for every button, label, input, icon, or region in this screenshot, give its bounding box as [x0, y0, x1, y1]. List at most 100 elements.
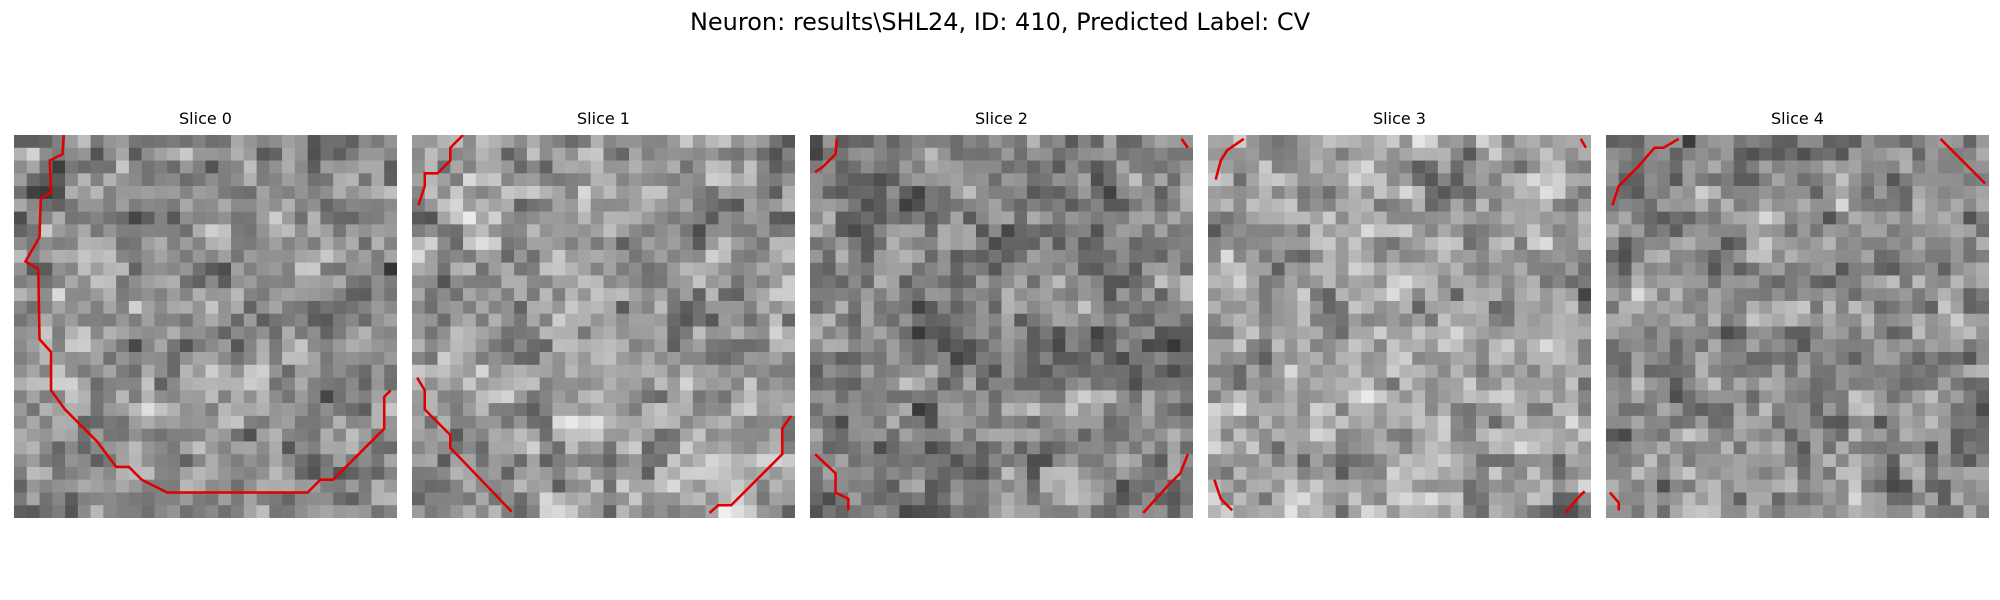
- pixel: [1708, 211, 1722, 225]
- pixel: [1386, 339, 1400, 353]
- pixel: [1090, 275, 1104, 289]
- pixel: [358, 313, 372, 327]
- pixel: [1835, 479, 1849, 493]
- pixel: [1771, 288, 1785, 302]
- pixel: [1488, 262, 1502, 276]
- pixel: [1116, 275, 1130, 289]
- pixel: [731, 224, 745, 238]
- pixel: [463, 326, 477, 340]
- pixel: [1578, 454, 1591, 468]
- pixel: [1874, 466, 1888, 480]
- pixel: [692, 237, 706, 251]
- pixel: [488, 403, 502, 417]
- pixel: [269, 262, 283, 276]
- pixel: [1810, 313, 1824, 327]
- pixel: [1733, 275, 1747, 289]
- pixel: [1886, 479, 1900, 493]
- pixel: [1425, 135, 1439, 149]
- pixel: [1950, 415, 1964, 429]
- pixel: [269, 326, 283, 340]
- pixel: [1565, 441, 1579, 455]
- pixel: [552, 403, 566, 417]
- pixel: [603, 173, 617, 187]
- pixel: [1823, 352, 1837, 366]
- pixel: [333, 147, 347, 161]
- pixel: [641, 147, 655, 161]
- pixel: [1823, 249, 1837, 263]
- pixel: [1488, 186, 1502, 200]
- pixel: [412, 352, 426, 366]
- pixel: [1823, 198, 1837, 212]
- pixel: [1361, 339, 1375, 353]
- pixel: [1399, 300, 1413, 314]
- pixel: [269, 147, 283, 161]
- pixel: [1322, 390, 1336, 404]
- pixel: [769, 479, 783, 493]
- pixel: [1963, 428, 1977, 442]
- pixel: [743, 415, 757, 429]
- pixel: [822, 237, 836, 251]
- pixel: [1399, 326, 1413, 340]
- pixel: [1823, 492, 1837, 506]
- pixel: [1925, 505, 1939, 518]
- pixel: [1912, 249, 1926, 263]
- pixel: [988, 377, 1002, 391]
- pixel: [1348, 147, 1362, 161]
- pixel: [412, 135, 426, 149]
- pixel: [1078, 186, 1092, 200]
- pixel: [539, 352, 553, 366]
- pixel: [1631, 211, 1645, 225]
- pixel: [1425, 186, 1439, 200]
- pixel: [371, 288, 385, 302]
- pixel: [1644, 441, 1658, 455]
- pixel: [501, 454, 515, 468]
- pixel: [243, 441, 257, 455]
- pixel: [1527, 262, 1541, 276]
- pixel: [912, 237, 926, 251]
- pixel: [167, 403, 181, 417]
- pixel: [1657, 173, 1671, 187]
- pixel: [680, 300, 694, 314]
- pixel: [667, 160, 681, 174]
- pixel: [782, 428, 795, 442]
- pixel: [1220, 160, 1234, 174]
- pixel: [1578, 326, 1591, 340]
- pixel: [450, 339, 464, 353]
- pixel: [14, 300, 28, 314]
- pixel: [1001, 352, 1015, 366]
- pixel: [463, 198, 477, 212]
- pixel: [975, 198, 989, 212]
- pixel: [1552, 288, 1566, 302]
- pixel: [886, 441, 900, 455]
- pixel: [1618, 352, 1632, 366]
- pixel: [437, 492, 451, 506]
- pixel: [1259, 288, 1273, 302]
- pixel: [256, 492, 270, 506]
- pixel: [988, 313, 1002, 327]
- pixel: [1425, 313, 1439, 327]
- pixel: [1874, 454, 1888, 468]
- pixel: [65, 249, 79, 263]
- pixel: [1322, 288, 1336, 302]
- pixel: [463, 160, 477, 174]
- pixel: [1861, 403, 1875, 417]
- pixel: [1771, 441, 1785, 455]
- pixel: [65, 364, 79, 378]
- pixel: [1746, 339, 1760, 353]
- pixel: [294, 326, 308, 340]
- pixel: [848, 390, 862, 404]
- pixel: [77, 441, 91, 455]
- pixel: [294, 198, 308, 212]
- pixel: [39, 415, 53, 429]
- pixel: [1488, 428, 1502, 442]
- pixel: [1001, 211, 1015, 225]
- pixel: [1682, 377, 1696, 391]
- pixel: [1810, 428, 1824, 442]
- pixel: [861, 441, 875, 455]
- pixel: [501, 288, 515, 302]
- pixel: [488, 364, 502, 378]
- pixel: [886, 466, 900, 480]
- pixel: [1412, 505, 1426, 518]
- pixel: [307, 237, 321, 251]
- pixel: [1052, 224, 1066, 238]
